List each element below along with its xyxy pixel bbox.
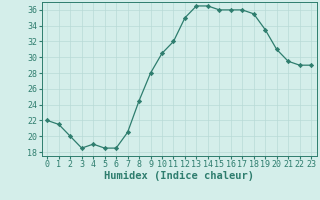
X-axis label: Humidex (Indice chaleur): Humidex (Indice chaleur) (104, 171, 254, 181)
